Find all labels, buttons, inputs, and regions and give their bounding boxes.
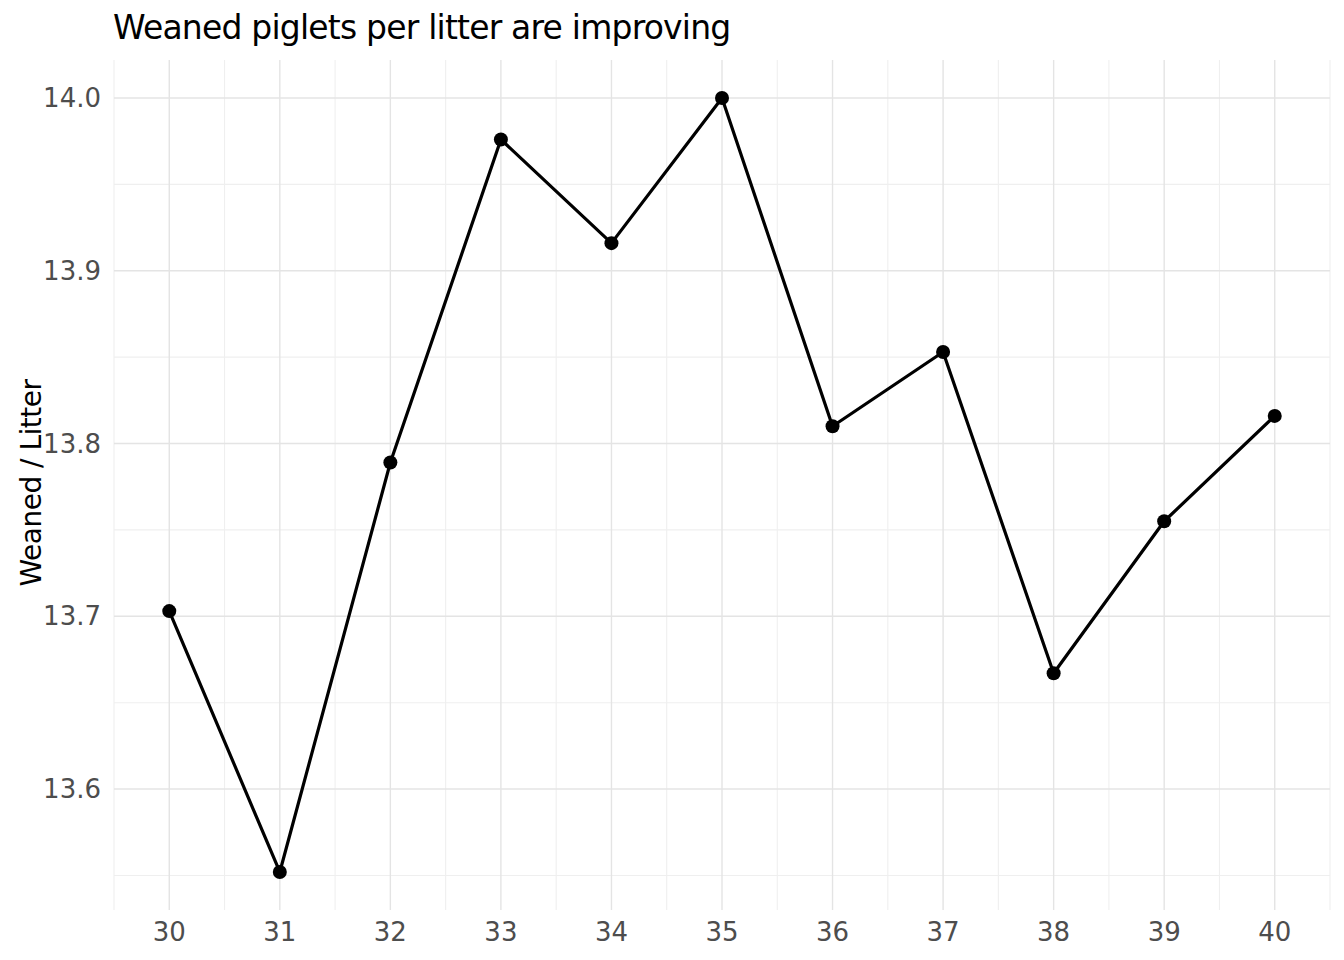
- x-tick-label: 37: [927, 917, 960, 947]
- data-point: [1268, 409, 1282, 423]
- data-point: [162, 604, 176, 618]
- y-tick-label: 13.9: [43, 256, 101, 286]
- x-tick-label: 30: [153, 917, 186, 947]
- data-point: [273, 865, 287, 879]
- x-tick-label: 31: [263, 917, 296, 947]
- plot-area: 13.6 13.7 13.8 13.9 14.0 30 31 32 33 34 35 36 37 38 39…: [0, 0, 1344, 960]
- x-tick-label: 38: [1037, 917, 1070, 947]
- x-tick-label: 39: [1148, 917, 1181, 947]
- x-tick-label: 34: [595, 917, 628, 947]
- x-tick-label: 36: [816, 917, 849, 947]
- y-tick-label: 14.0: [43, 83, 101, 113]
- y-tick-label: 13.6: [43, 774, 101, 804]
- figure: Weaned piglets per litter are improving …: [0, 0, 1344, 960]
- x-tick-label: 40: [1258, 917, 1291, 947]
- data-point: [1157, 514, 1171, 528]
- data-point: [383, 456, 397, 470]
- x-tick-label: 35: [705, 917, 738, 947]
- data-point: [1047, 666, 1061, 680]
- data-point: [715, 91, 729, 105]
- data-point: [826, 419, 840, 433]
- y-tick-label: 13.7: [43, 601, 101, 631]
- y-axis-title: Weaned / Litter: [15, 380, 48, 587]
- data-point: [604, 236, 618, 250]
- x-tick-label: 33: [484, 917, 517, 947]
- data-point: [494, 132, 508, 146]
- y-tick-label: 13.8: [43, 429, 101, 459]
- x-tick-label: 32: [374, 917, 407, 947]
- chart-title: Weaned piglets per litter are improving: [113, 8, 730, 48]
- data-point: [936, 345, 950, 359]
